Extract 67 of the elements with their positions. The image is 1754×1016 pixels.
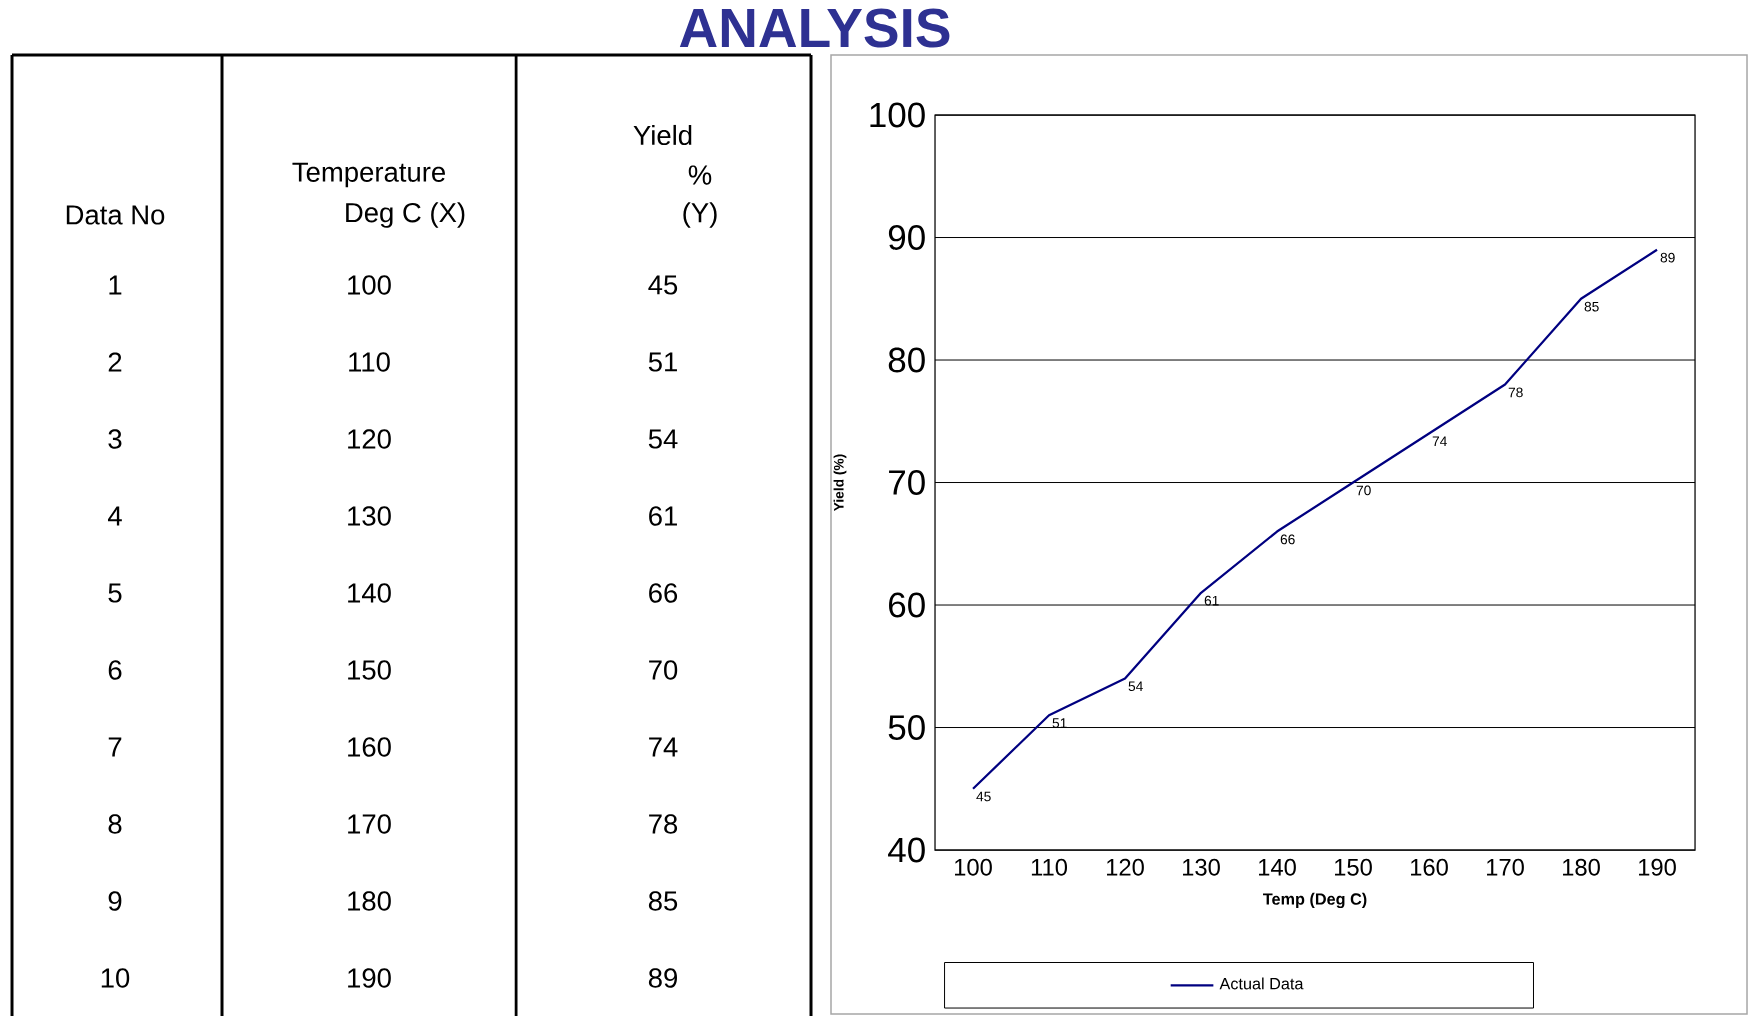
text: 120 bbox=[348, 429, 391, 449]
text: 78 bbox=[649, 814, 678, 834]
legend-label: Actual Data bbox=[1219, 977, 1304, 990]
data-label: 85 bbox=[1584, 301, 1599, 312]
y-tick-label: 80 bbox=[888, 347, 925, 373]
text: 9 bbox=[108, 891, 122, 911]
text: 6 bbox=[108, 660, 122, 680]
text: 160 bbox=[348, 737, 391, 757]
y-tick-label: 100 bbox=[870, 102, 925, 128]
text: 54 bbox=[648, 429, 678, 449]
y-tick-label: 70 bbox=[889, 470, 925, 495]
data-label: 70 bbox=[1356, 485, 1371, 496]
text: Data No bbox=[66, 205, 165, 225]
data-label: 74 bbox=[1432, 436, 1447, 446]
x-tick-label: 100 bbox=[955, 858, 992, 876]
text: % bbox=[688, 165, 712, 185]
text: Yield bbox=[633, 124, 692, 146]
text: 74 bbox=[649, 737, 678, 757]
data-label: 54 bbox=[1128, 681, 1143, 692]
data-label: 61 bbox=[1204, 595, 1219, 606]
data-label: 78 bbox=[1508, 387, 1523, 398]
text: 100 bbox=[348, 275, 391, 295]
x-axis-title: Temp (Deg C) bbox=[1263, 892, 1367, 909]
text: 3 bbox=[108, 429, 122, 449]
x-tick-label: 110 bbox=[1031, 858, 1068, 876]
x-tick-label: 160 bbox=[1411, 858, 1448, 876]
text: 66 bbox=[649, 583, 678, 603]
text: 8 bbox=[108, 814, 122, 834]
text: 70 bbox=[649, 660, 678, 680]
x-tick-label: 150 bbox=[1335, 858, 1372, 876]
y-tick-label: 60 bbox=[889, 592, 925, 618]
x-tick-label: 170 bbox=[1487, 858, 1524, 876]
data-label: 89 bbox=[1660, 252, 1675, 263]
y-tick-label: 40 bbox=[888, 837, 925, 863]
text: 190 bbox=[348, 968, 391, 988]
text: 110 bbox=[349, 352, 390, 372]
text: 89 bbox=[648, 968, 677, 988]
text: 51 bbox=[648, 352, 677, 372]
text: 180 bbox=[348, 891, 391, 911]
text: 150 bbox=[348, 660, 391, 680]
text: 1 bbox=[109, 275, 122, 295]
text: Deg C (X) bbox=[346, 202, 465, 228]
text: 45 bbox=[648, 275, 678, 295]
y-axis-title: Yield (%) bbox=[833, 454, 847, 512]
text: 7 bbox=[108, 737, 122, 757]
text: 170 bbox=[348, 814, 391, 834]
text: 61 bbox=[649, 506, 677, 526]
chart-title: ANALYSIS bbox=[679, 8, 950, 48]
text: 140 bbox=[348, 583, 391, 603]
y-tick-label: 90 bbox=[888, 225, 925, 250]
x-tick-label: 190 bbox=[1639, 858, 1676, 876]
y-tick-label: 50 bbox=[888, 715, 925, 740]
line-series bbox=[971, 248, 1659, 790]
text: 85 bbox=[648, 891, 678, 911]
text: Temperature bbox=[292, 162, 445, 188]
data-label: 45 bbox=[976, 791, 991, 802]
text: 5 bbox=[108, 583, 122, 603]
text: 130 bbox=[348, 506, 391, 526]
text: 10 bbox=[101, 968, 130, 988]
text: (Y) bbox=[683, 202, 717, 228]
x-tick-label: 120 bbox=[1107, 858, 1144, 876]
x-tick-label: 130 bbox=[1183, 858, 1220, 876]
x-tick-label: 140 bbox=[1259, 858, 1296, 876]
text: 2 bbox=[108, 352, 122, 372]
data-label: 66 bbox=[1280, 534, 1295, 545]
text: 4 bbox=[107, 506, 122, 526]
x-tick-label: 180 bbox=[1563, 858, 1600, 876]
